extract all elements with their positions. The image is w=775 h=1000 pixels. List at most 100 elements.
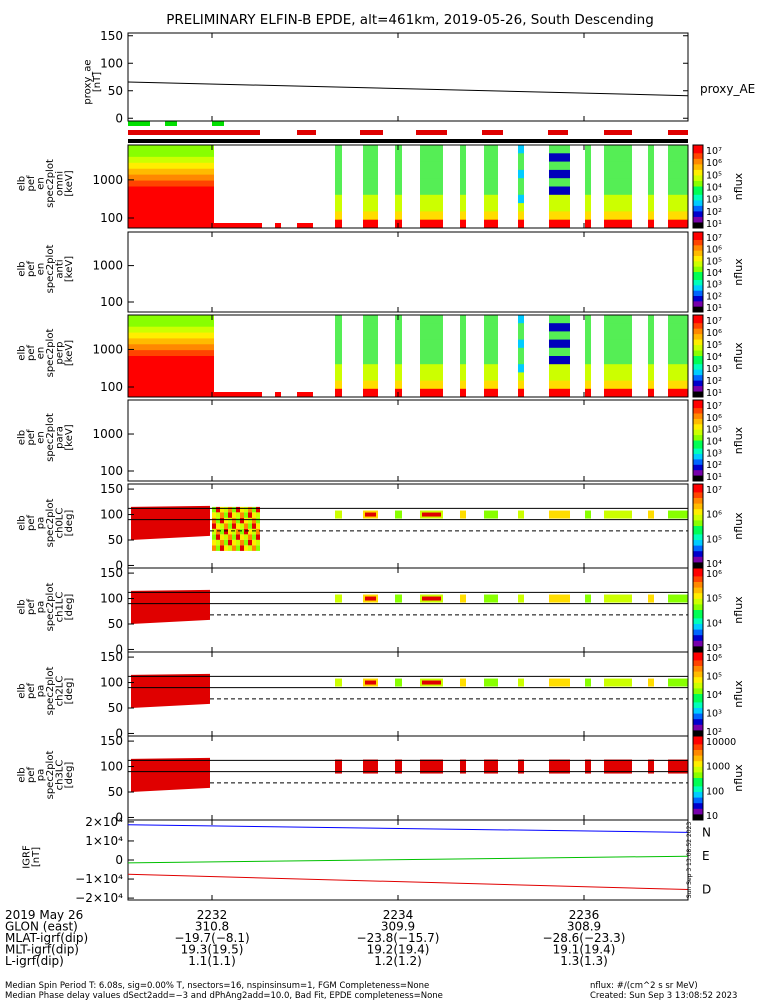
colorbar-cell: [693, 464, 703, 468]
colorbar-cell: [693, 702, 703, 706]
ylabel-en_perp-line: elb: [16, 345, 27, 360]
spectrogram-cell: [648, 388, 654, 398]
ylabel-en_para-line: en: [35, 431, 46, 444]
spectrogram-cell: [648, 356, 654, 365]
spectrogram-cell: [335, 380, 342, 390]
y-tick-label: 0: [115, 642, 123, 656]
colorbar-cell: [693, 598, 703, 603]
colorbar-tick-label: 10⁵: [706, 425, 722, 436]
ylabel-en_omni-line: pef: [26, 175, 37, 192]
colorbar-cell: [693, 677, 703, 681]
spectrogram-cell: [128, 350, 214, 357]
spectrogram-cell: [297, 392, 313, 397]
colorbar-cell: [693, 736, 703, 740]
colorbar-cell: [693, 331, 703, 335]
spectrogram-cell: [604, 315, 632, 324]
colorbar-cell: [693, 671, 703, 675]
pitch-angle-cell: [220, 517, 224, 524]
x-row-value: 1.1(1.1): [188, 954, 236, 968]
spectrogram-cell: [549, 364, 570, 373]
colorbar-cell: [693, 328, 703, 332]
spectrogram-cell: [604, 347, 632, 357]
ylabel-en_para-line: para: [54, 426, 65, 449]
ylabel-igrf: IGRF[nT]: [21, 845, 42, 869]
colorbar-cell: [693, 269, 703, 273]
colorbar-cell: [693, 232, 703, 236]
spectrogram-cell: [604, 161, 632, 171]
epd-coverage-bar: [548, 130, 568, 135]
pitch-angle-cell: [335, 510, 342, 519]
spectrogram-cell: [420, 372, 443, 382]
ylabel-en_para-line: elb: [16, 430, 27, 445]
ylabel-en_omni-line: [keV]: [64, 170, 75, 196]
colorbar-tick-label: 10⁶: [706, 328, 722, 339]
colorbar-cell: [693, 685, 703, 689]
x-row-value: 19.1(19.4): [553, 943, 616, 957]
colorbar-frame: [692, 144, 704, 229]
colorbar-cell: [693, 593, 703, 597]
spectrogram-cell: [214, 223, 262, 228]
pitch-angle-cell: [335, 759, 342, 774]
colorbar-cell: [693, 531, 703, 535]
colorbar-cell: [693, 708, 703, 712]
pitch-angle-cell: [216, 545, 220, 551]
pitch-angle-cell: [668, 678, 688, 687]
pitch-angle-cell: [585, 759, 591, 774]
ylabel-en_para-line: pef: [26, 429, 37, 446]
spectrogram-cell: [297, 223, 313, 228]
colorbar-cell: [693, 621, 703, 625]
y-tick-label: 0: [115, 111, 123, 125]
pitch-angle-cell: [395, 678, 402, 687]
spectrogram-cell: [395, 347, 402, 357]
pitch-angle-cell: [244, 512, 248, 518]
colorbar-cell: [693, 178, 703, 182]
colorbar-cell: [693, 443, 703, 447]
pitch-angle-cell: [365, 680, 376, 685]
colorbar-cell: [693, 626, 703, 631]
spectrogram-cell: [648, 364, 654, 373]
colorbar-label: nflux: [732, 342, 745, 370]
spectrogram-cell: [128, 391, 214, 398]
spectrogram-cell: [484, 323, 498, 332]
spectrogram-cell: [128, 320, 214, 328]
y-tick-label: 100: [100, 508, 123, 522]
spectrogram-cell: [668, 186, 688, 196]
spectrogram-cell: [484, 315, 498, 324]
pitch-angle-cell: [224, 506, 228, 513]
spectrogram-cell: [604, 331, 632, 341]
pitch-angle-cell: [256, 506, 260, 513]
colorbar-tick-label: 10⁶: [706, 653, 722, 664]
pitch-angle-cell: [484, 510, 498, 519]
pitch-angle-cell: [232, 534, 236, 540]
spectrogram-cell: [335, 186, 342, 196]
pitch-angle-cell: [216, 539, 220, 546]
colorbar-cell: [693, 459, 703, 463]
spectrogram-cell: [484, 211, 498, 221]
ylabel-en_omni-line: en: [35, 177, 46, 190]
colorbar-cell: [693, 405, 703, 409]
colorbar-tick-label: 10³: [706, 280, 722, 291]
colorbar-cell: [693, 421, 703, 425]
colorbar-cell: [693, 280, 703, 284]
spectrogram-cell: [668, 169, 688, 179]
x-row-value: 1.2(1.2): [374, 954, 422, 968]
colorbar-cell: [693, 394, 703, 398]
pitch-angle-cell: [518, 594, 524, 603]
colorbar-label: nflux: [732, 258, 745, 286]
ylabel-en_perp-line: spec2plot: [45, 329, 56, 378]
spectrogram-cell: [549, 153, 570, 163]
colorbar-cell: [693, 660, 703, 664]
spectrogram-cell: [484, 331, 498, 341]
colorbar-cell: [693, 361, 703, 365]
pitch-angle-cell: [335, 678, 342, 687]
pitch-angle-cell: [248, 539, 252, 546]
colorbar-tick-label: 10⁵: [706, 594, 722, 605]
colorbar-cell: [693, 576, 703, 580]
pitch-angle-cell: [256, 512, 260, 518]
colorbar-cell: [693, 282, 703, 286]
spectrogram-cell: [648, 339, 654, 349]
spectrogram-cell: [460, 388, 466, 398]
ylabel-pa_ch0-line: pa: [35, 517, 46, 529]
colorbar-cell: [693, 764, 703, 768]
